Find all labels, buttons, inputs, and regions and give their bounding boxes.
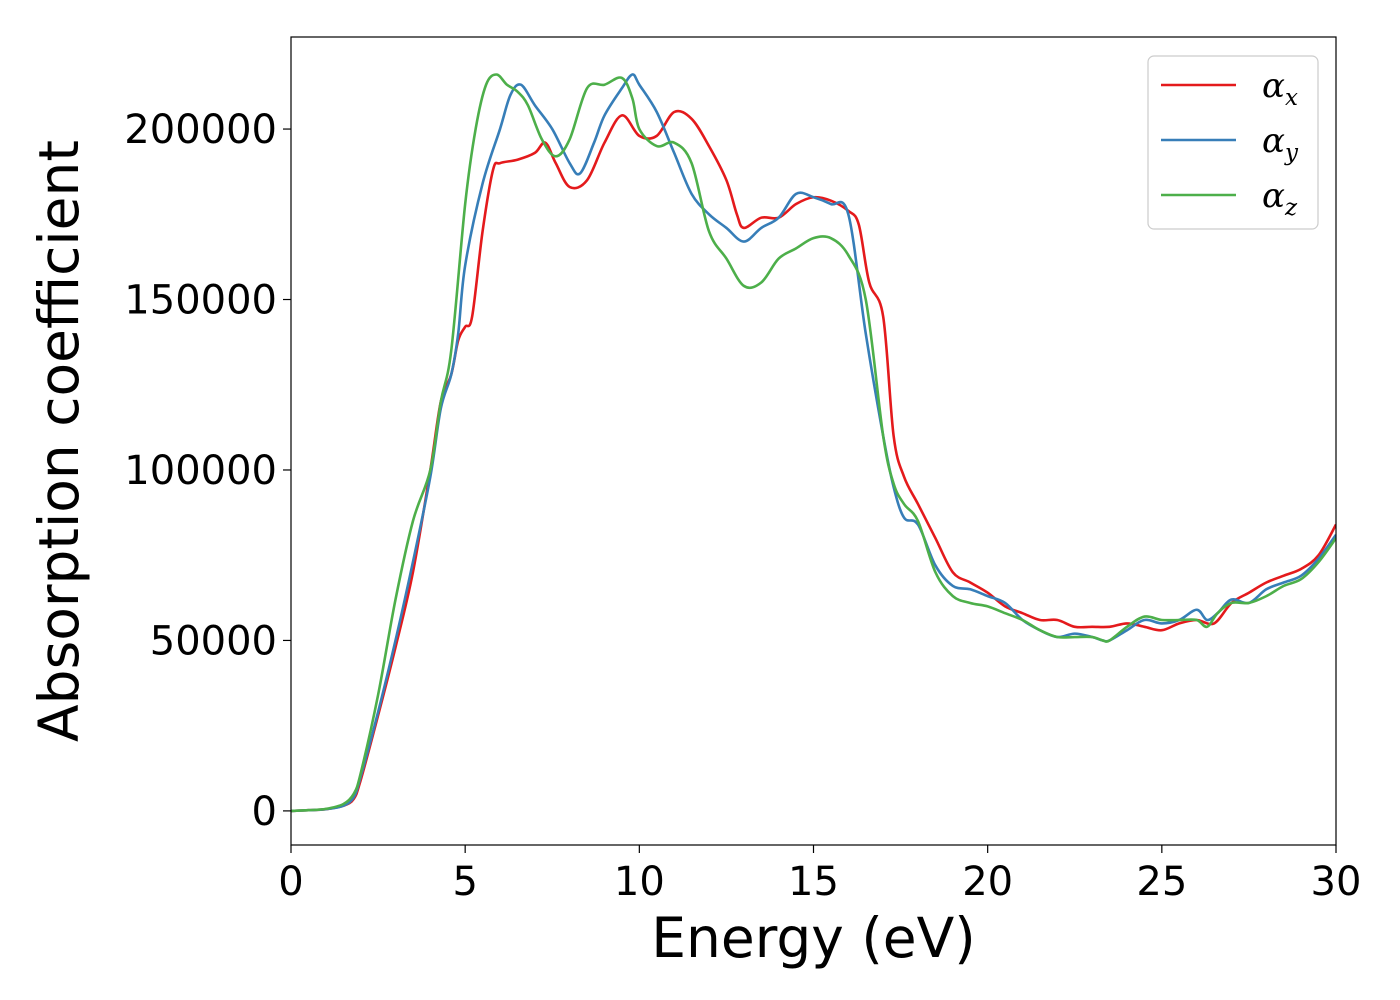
x-tick-label: 25 xyxy=(1136,859,1187,905)
legend-box xyxy=(1147,55,1319,230)
y-tick-label: 200000 xyxy=(124,107,277,153)
y-tick-label: 100000 xyxy=(124,448,277,494)
y-tick-label: 0 xyxy=(252,789,277,835)
series-layer xyxy=(291,73,1336,813)
y-axis-title: Absorption coefficient xyxy=(27,140,91,742)
x-axis-title: Energy (eV) xyxy=(651,906,975,970)
legend-label-x: αx xyxy=(1262,66,1298,111)
y-tick-label: 50000 xyxy=(150,618,277,664)
x-tick-label: 10 xyxy=(614,859,665,905)
x-tick-label: 5 xyxy=(452,859,477,905)
series-line-z xyxy=(291,73,1336,813)
x-tick-label: 30 xyxy=(1311,859,1362,905)
x-axis: 0 5 10 15 20 25 30 xyxy=(278,845,1361,905)
y-axis: 0 50000 100000 150000 200000 xyxy=(124,107,291,835)
legend: αx αy αz xyxy=(1147,55,1319,230)
x-tick-label: 0 xyxy=(278,859,303,905)
y-tick-label: 150000 xyxy=(124,278,277,324)
legend-label-z: αz xyxy=(1262,176,1298,221)
x-tick-label: 15 xyxy=(788,859,839,905)
legend-label-y: αy xyxy=(1262,121,1299,166)
series-line-y xyxy=(291,73,1336,813)
x-tick-label: 20 xyxy=(962,859,1013,905)
